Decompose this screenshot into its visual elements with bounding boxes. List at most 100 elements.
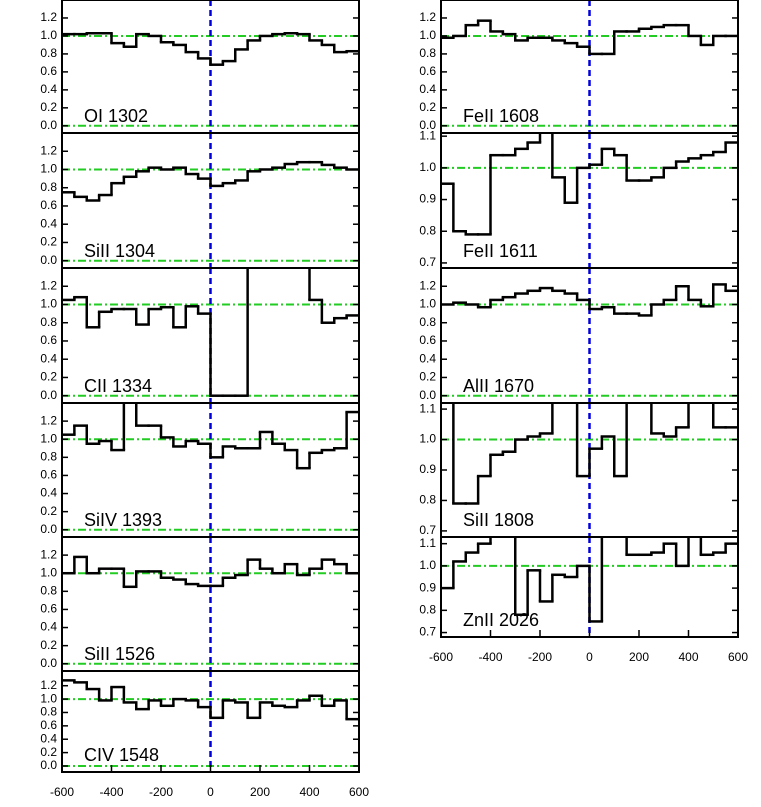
panel-label: AlII 1670 [463,376,534,396]
y-tick-label: 0.2 [419,370,436,384]
y-tick-label: 0.8 [40,46,57,60]
panel: 0.7 0.8 0.9 1.0 1.1 SiII 1808 [419,401,739,538]
y-tick-label: 0.6 [419,64,436,78]
panel: 0.0 0.2 0.4 0.6 0.8 1.0 1.2 OI 1302 [40,0,360,134]
y-tick-label: 1.1 [419,128,436,142]
y-tick-label: 1.1 [419,401,436,415]
y-tick-label: 0.6 [419,333,436,347]
y-tick-label: 0.2 [40,235,57,249]
y-tick-label: 0.6 [40,602,57,616]
panel: 0.0 0.2 0.4 0.6 0.8 1.0 1.2 SiII 1304 [40,132,360,269]
panel-label: OI 1302 [84,106,148,126]
x-tick-label: 0 [207,785,214,799]
y-tick-label: 0.2 [40,504,57,518]
x-tick-label: -200 [149,785,173,799]
plot-area [441,0,738,133]
y-tick-label: 0.7 [419,625,436,639]
y-tick-label: 1.2 [40,10,57,24]
y-tick-label: 0.8 [419,315,436,329]
y-tick-label: 0.0 [40,656,57,670]
y-tick-label: 0.6 [40,468,57,482]
x-tick-label: 0 [586,650,593,664]
panel: 0.0 0.2 0.4 0.6 0.8 1.0 1.2 CII 1334 [40,267,360,404]
y-tick-label: 0.6 [40,198,57,212]
plot-area [441,537,738,637]
x-tick-label: -400 [99,785,123,799]
y-tick-label: 0.2 [40,370,57,384]
y-tick-label: 1.0 [40,565,57,579]
y-tick-label: 0.0 [40,522,57,536]
y-tick-label: 0.0 [40,118,57,132]
y-tick-label: 0.0 [419,118,436,132]
y-tick-label: 0.0 [40,388,57,402]
y-tick-label: 0.9 [419,192,436,206]
plot-area [62,671,359,772]
y-tick-label: 1.2 [419,10,436,24]
panel-label: SiII 1304 [84,241,155,261]
x-tick-label: -200 [528,650,552,664]
x-tick-label: 600 [349,785,369,799]
panel: 0.7 0.8 0.9 1.0 1.1 -600 -400 -200 0 200 400 600 ZnI… [419,536,748,664]
y-tick-label: 0.4 [40,731,57,745]
plot-area [62,403,359,537]
y-tick-label: 0.8 [419,46,436,60]
y-tick-label: 0.4 [40,216,57,230]
panel: 0.0 0.2 0.4 0.6 0.8 1.0 1.2 FeII 1608 [419,0,739,134]
panel-label: CII 1334 [84,376,152,396]
y-tick-label: 0.4 [40,351,57,365]
y-tick-label: 1.0 [40,431,57,445]
y-tick-label: 0.7 [419,523,436,537]
y-tick-label: 1.2 [40,547,57,561]
y-tick-label: 1.0 [419,558,436,572]
y-tick-label: 0.8 [40,583,57,597]
plot-area [441,403,738,537]
y-tick-label: 1.2 [40,143,57,157]
y-tick-label: 1.2 [40,678,57,692]
y-tick-label: 0.8 [419,223,436,237]
panel: 0.00.20.40.60.81.01.2 -600 -400 -200 0 200 400… [40,670,369,799]
y-tick-label: 0.2 [419,100,436,114]
panel: 0.0 0.2 0.4 0.6 0.8 1.0 1.2 SiII 1526 [40,536,360,672]
y-tick-label: 0.6 [40,718,57,732]
panel-label: SiIV 1393 [84,510,162,530]
y-tick-label: 0.8 [40,180,57,194]
x-tick-label: -400 [478,650,502,664]
x-tick-label: 400 [678,650,698,664]
plot-area [62,0,359,133]
x-tick-label: 200 [250,785,270,799]
panel: 0.0 0.2 0.4 0.6 0.8 1.0 1.2 SiIV 1393 [40,402,360,538]
y-tick-label: 1.2 [40,413,57,427]
panel-label: FeII 1608 [463,106,539,126]
x-tick-label: 600 [728,650,748,664]
y-tick-label: 0.4 [419,82,436,96]
panel: 0.7 0.8 0.9 1.0 1.1 FeII 1611 [419,128,739,269]
plot-area [62,537,359,671]
y-tick-label: 1.0 [419,160,436,174]
y-tick-label: 0.2 [40,745,57,759]
y-tick-label: 0.9 [419,462,436,476]
panel: 0.0 0.2 0.4 0.6 0.8 1.0 1.2 AlII 1670 [419,267,739,404]
y-tick-label: 1.0 [40,162,57,176]
panel-label: CIV 1548 [84,745,159,765]
y-tick-label: 0.9 [419,580,436,594]
plot-area [62,133,359,268]
x-tick-label: 200 [629,650,649,664]
panel-label: ZnII 2026 [463,610,539,630]
y-tick-label: 0.8 [419,493,436,507]
panel-label: FeII 1611 [463,241,538,261]
plot-area [441,268,738,403]
x-tick-label: 400 [299,785,319,799]
y-tick-label: 0.7 [419,255,436,269]
y-tick-label: 0.8 [40,315,57,329]
y-tick-label: 0.0 [40,253,57,267]
y-tick-label: 0.6 [40,333,57,347]
x-tick-label: -600 [429,650,453,664]
y-tick-label: 1.0 [419,432,436,446]
y-tick-label: 0.8 [419,603,436,617]
plot-area [62,268,359,403]
y-tick-label: 0.4 [419,351,436,365]
y-tick-label: 0.6 [40,64,57,78]
y-tick-label: 1.0 [40,297,57,311]
y-tick-label: 1.0 [419,28,436,42]
